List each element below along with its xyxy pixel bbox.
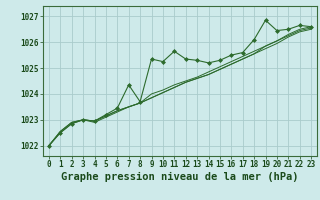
X-axis label: Graphe pression niveau de la mer (hPa): Graphe pression niveau de la mer (hPa)	[61, 172, 299, 182]
